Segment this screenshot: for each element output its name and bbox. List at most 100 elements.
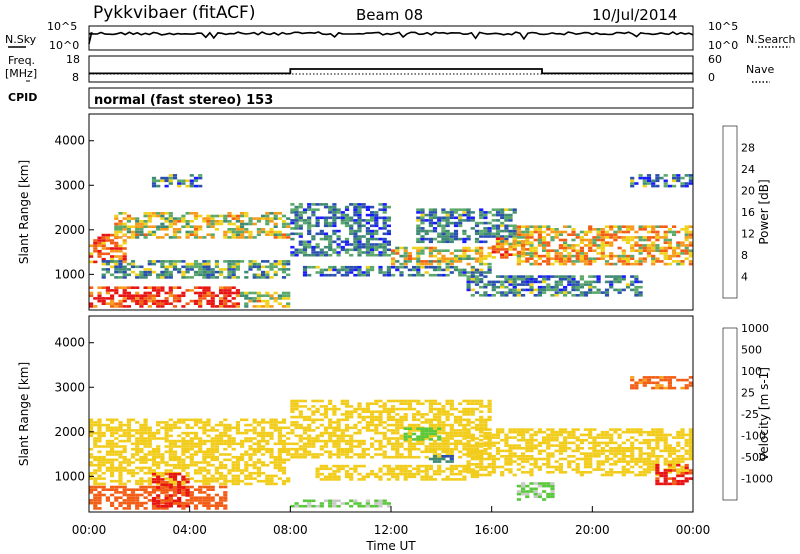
power-cell — [143, 233, 148, 236]
velocity-cell — [370, 413, 375, 416]
power-cell — [210, 299, 215, 303]
velocity-cell — [437, 423, 442, 427]
power-cell — [667, 184, 672, 188]
power-cell — [470, 280, 475, 284]
velocity-cell — [172, 442, 178, 446]
velocity-cell — [596, 468, 601, 471]
power-cell — [172, 228, 178, 231]
power-cell — [676, 246, 681, 250]
power-cell — [256, 262, 261, 266]
power-cell — [604, 244, 610, 247]
power-cell — [344, 251, 350, 254]
power-cell — [223, 305, 228, 308]
power-cell — [365, 271, 370, 274]
power-cell — [332, 251, 337, 254]
velocity-cell — [575, 463, 580, 466]
velocity-cell — [621, 441, 626, 445]
velocity-cell — [97, 455, 102, 459]
velocity-cell — [462, 410, 467, 413]
velocity-cell — [365, 423, 370, 427]
power-cell — [114, 244, 119, 248]
velocity-cell — [126, 469, 131, 472]
velocity-cell — [365, 429, 370, 432]
velocity-cell — [235, 469, 240, 472]
velocity-cell — [449, 457, 454, 461]
power-cell — [214, 270, 219, 274]
velocity-cell — [521, 460, 526, 463]
power-cell — [97, 252, 102, 256]
power-cell — [441, 229, 446, 233]
power-cell — [181, 225, 186, 228]
power-cell — [198, 270, 203, 274]
velocity-cell — [416, 472, 421, 476]
power-cell — [458, 249, 463, 252]
velocity-cell — [609, 457, 614, 461]
velocity-cell — [344, 475, 350, 479]
velocity-cell — [256, 466, 261, 470]
power-cell — [386, 240, 391, 244]
velocity-cell — [97, 421, 102, 424]
power-cell — [202, 262, 207, 266]
velocity-cell — [198, 437, 203, 440]
colorbar-tick: 4 — [741, 271, 748, 284]
power-cell — [323, 203, 329, 206]
velocity-cell — [600, 441, 605, 445]
power-cell — [302, 251, 308, 254]
velocity-cell — [286, 431, 291, 435]
nave-tick-bottom: 0 — [708, 71, 715, 84]
power-cell — [533, 280, 538, 284]
power-cell — [630, 280, 635, 284]
power-cell — [479, 257, 484, 260]
power-cell — [563, 249, 568, 252]
velocity-cell — [395, 418, 400, 422]
velocity-cell — [361, 447, 366, 451]
velocity-cell — [663, 477, 668, 480]
velocity-cell — [466, 428, 471, 431]
velocity-cell — [349, 439, 354, 443]
power-cell — [231, 228, 236, 231]
velocity-cell — [164, 485, 169, 489]
velocity-cell — [563, 447, 568, 450]
power-cell — [395, 265, 400, 269]
velocity-cell — [462, 418, 467, 422]
power-cell — [613, 277, 618, 281]
power-cell — [441, 235, 446, 238]
velocity-cell — [579, 457, 584, 461]
power-cell — [298, 213, 303, 217]
velocity-cell — [479, 418, 484, 422]
power-cell — [319, 216, 324, 220]
power-cell — [181, 294, 186, 297]
power-cell — [290, 208, 295, 211]
power-cell — [143, 299, 148, 303]
velocity-cell — [449, 470, 454, 473]
power-cell — [428, 224, 433, 228]
velocity-cell — [160, 437, 165, 440]
velocity-cell — [424, 447, 429, 451]
power-cell — [261, 294, 266, 297]
velocity-cell — [210, 445, 215, 448]
velocity-cell — [164, 472, 169, 476]
velocity-cell — [428, 450, 433, 454]
velocity-cell — [407, 399, 412, 403]
power-cell — [344, 273, 350, 277]
power-cell — [621, 260, 626, 263]
velocity-cell — [147, 469, 152, 472]
power-cell — [466, 219, 471, 222]
power-cell — [122, 252, 127, 256]
power-cell — [223, 230, 228, 234]
velocity-cell — [210, 455, 215, 459]
velocity-cell — [319, 439, 324, 443]
power-cell — [558, 238, 563, 242]
velocity-cell — [403, 464, 408, 468]
velocity-cell — [416, 429, 421, 432]
velocity-cell — [441, 437, 446, 440]
power-cell — [575, 283, 580, 286]
power-cell — [382, 248, 387, 252]
colorbar-frame — [722, 125, 738, 299]
velocity-cell — [181, 418, 186, 422]
power-cell — [504, 294, 509, 297]
power-cell — [319, 248, 324, 252]
velocity-cell — [474, 426, 480, 430]
power-cell — [172, 268, 178, 271]
power-cell — [462, 229, 467, 233]
